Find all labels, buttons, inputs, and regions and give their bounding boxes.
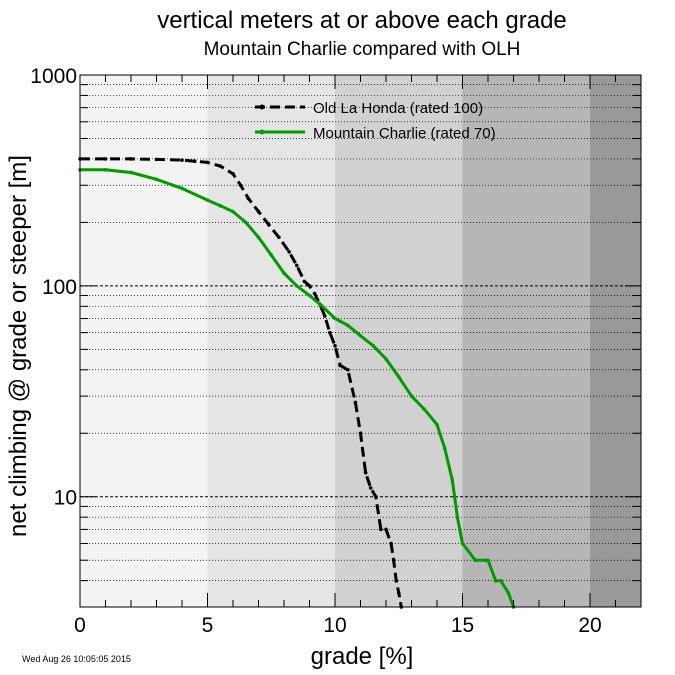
series-point-0 <box>154 157 159 162</box>
grade-band-2 <box>335 75 463 607</box>
series-point-0 <box>368 486 373 490</box>
series-point-0 <box>246 196 251 201</box>
x-tick-label: 20 <box>578 614 601 637</box>
series-point-1 <box>409 394 414 398</box>
legend-entry-0: Old La Honda (rated 100) <box>313 100 483 117</box>
series-point-0 <box>180 158 184 162</box>
series-point-0 <box>358 431 363 436</box>
x-axis-label: grade [%] <box>311 643 414 670</box>
series-point-0 <box>312 291 317 296</box>
y-tick-label: 100 <box>42 276 77 299</box>
chart-subtitle: Mountain Charlie compared with OLH <box>204 39 521 60</box>
series-point-1 <box>450 478 455 482</box>
series-point-0 <box>307 284 312 288</box>
series-point-0 <box>231 171 235 176</box>
series-point-0 <box>192 159 197 164</box>
y-axis-label: net climbing @ grade or steeper [m] <box>5 155 32 537</box>
series-point-1 <box>218 203 223 208</box>
series-point-0 <box>277 235 281 240</box>
series-point-1 <box>243 220 248 225</box>
grade-band-3 <box>462 75 590 607</box>
series-point-0 <box>256 209 261 214</box>
series-point-1 <box>256 235 261 240</box>
series-line-1 <box>80 168 515 608</box>
legend-marker-0 <box>259 104 265 110</box>
y-tick-label: 10 <box>54 487 77 510</box>
series-point-0 <box>394 578 399 583</box>
series-point-1 <box>506 591 511 595</box>
series-point-1 <box>460 541 465 546</box>
series-point-0 <box>379 527 383 532</box>
series-point-1 <box>320 304 325 309</box>
series-point-1 <box>422 407 427 412</box>
series-point-0 <box>391 558 396 563</box>
series-point-0 <box>218 164 223 168</box>
x-tick-label: 0 <box>74 614 86 637</box>
series-point-0 <box>374 494 378 499</box>
series-point-1 <box>455 515 460 519</box>
series-point-0 <box>103 157 108 161</box>
series-point-0 <box>328 330 332 335</box>
series-point-0 <box>287 250 291 254</box>
series-point-1 <box>205 198 210 202</box>
series-point-0 <box>396 591 401 595</box>
series-point-0 <box>389 541 393 546</box>
series-point-1 <box>358 333 363 338</box>
series-point-0 <box>302 279 307 284</box>
series-point-0 <box>345 367 350 372</box>
series-point-1 <box>294 284 299 288</box>
series-point-0 <box>129 157 133 161</box>
series-point-0 <box>323 314 327 318</box>
series-point-1 <box>231 209 235 214</box>
series-point-1 <box>103 168 108 172</box>
series-point-1 <box>384 357 388 361</box>
series-point-1 <box>333 316 337 321</box>
series-point-1 <box>498 578 503 583</box>
legend-entry-1: Mountain Charlie (rated 70) <box>313 125 496 142</box>
timestamp: Wed Aug 26 10:05:05 2015 <box>22 654 131 664</box>
series-point-0 <box>294 263 299 268</box>
legend-marker-1 <box>259 129 265 135</box>
grade-band-1 <box>207 75 335 607</box>
series-point-1 <box>307 293 312 298</box>
series-point-1 <box>396 375 401 379</box>
series-point-0 <box>266 222 271 227</box>
y-tick-label: 1000 <box>30 65 77 88</box>
x-tick-label: 10 <box>323 614 346 637</box>
series-point-1 <box>435 422 439 427</box>
grade-band-0 <box>80 75 208 607</box>
series-point-1 <box>345 323 350 328</box>
series-point-1 <box>129 170 133 175</box>
series-point-0 <box>333 343 337 348</box>
series-point-0 <box>205 160 210 165</box>
series-point-0 <box>384 527 388 532</box>
series-point-1 <box>371 343 376 348</box>
grade-band-4 <box>590 75 641 607</box>
series-point-1 <box>154 177 159 182</box>
series-point-1 <box>180 186 184 191</box>
series-point-1 <box>493 578 498 583</box>
series-point-0 <box>353 400 358 405</box>
series-point-0 <box>363 470 368 475</box>
series-point-0 <box>238 183 243 188</box>
series-point-1 <box>282 271 286 275</box>
chart-title: vertical meters at or above each grade <box>157 7 567 34</box>
x-tick-label: 15 <box>451 614 474 637</box>
series-point-0 <box>338 363 342 368</box>
series-point-1 <box>442 446 447 450</box>
series-point-1 <box>269 253 274 257</box>
series-point-1 <box>473 558 478 563</box>
series-point-1 <box>486 558 490 563</box>
x-tick-label: 5 <box>202 614 214 637</box>
